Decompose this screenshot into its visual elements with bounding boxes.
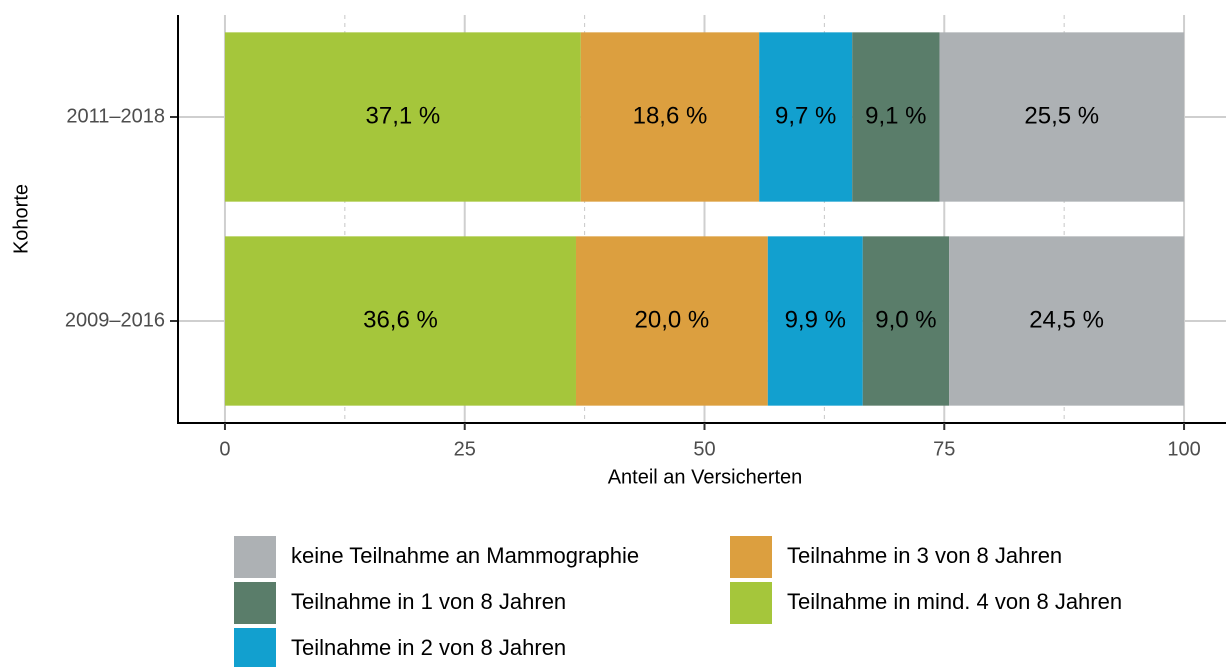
- legend-key: [730, 582, 772, 624]
- data-label: 36,6 %: [363, 306, 438, 333]
- bar-segment: [224, 236, 576, 406]
- bar-segment: [224, 32, 581, 202]
- data-label: 9,0 %: [875, 306, 936, 333]
- legend-label: Teilnahme in mind. 4 von 8 Jahren: [787, 589, 1122, 614]
- legend-label: Teilnahme in 2 von 8 Jahren: [291, 635, 566, 660]
- bar-segment: [580, 32, 760, 202]
- legend-label: Teilnahme in 1 von 8 Jahren: [291, 589, 566, 614]
- legend-key: [234, 628, 276, 667]
- legend-key: [730, 536, 772, 578]
- data-label: 24,5 %: [1029, 306, 1104, 333]
- bar-segment: [949, 236, 1185, 406]
- data-label: 9,1 %: [865, 102, 926, 129]
- x-tick-label: 100: [1167, 438, 1200, 460]
- y-tick-label: 2011–2018: [66, 105, 165, 127]
- bar-segment: [575, 236, 768, 406]
- bar-segment: [767, 236, 863, 406]
- data-label: 37,1 %: [366, 102, 441, 129]
- y-tick-label: 2009–2016: [65, 309, 165, 331]
- data-label: 25,5 %: [1024, 102, 1099, 129]
- legend-label: Teilnahme in 3 von 8 Jahren: [787, 543, 1062, 568]
- legend-key: [234, 582, 276, 624]
- data-label: 9,9 %: [785, 306, 846, 333]
- bar-segment: [862, 236, 950, 406]
- legend-key: [234, 536, 276, 578]
- x-tick-label: 25: [454, 438, 476, 460]
- data-label: 9,7 %: [775, 102, 836, 129]
- legend-label: keine Teilnahme an Mammographie: [291, 543, 639, 568]
- x-tick-label: 50: [693, 438, 715, 460]
- bar-segment: [852, 32, 940, 202]
- bar-segment: [759, 32, 853, 202]
- x-axis-title: Anteil an Versicherten: [608, 466, 803, 488]
- data-label: 20,0 %: [635, 306, 710, 333]
- y-axis-title: Kohorte: [10, 184, 32, 254]
- bar-segment: [939, 32, 1185, 202]
- x-tick-label: 0: [219, 438, 230, 460]
- x-tick-label: 75: [933, 438, 955, 460]
- data-label: 18,6 %: [633, 102, 708, 129]
